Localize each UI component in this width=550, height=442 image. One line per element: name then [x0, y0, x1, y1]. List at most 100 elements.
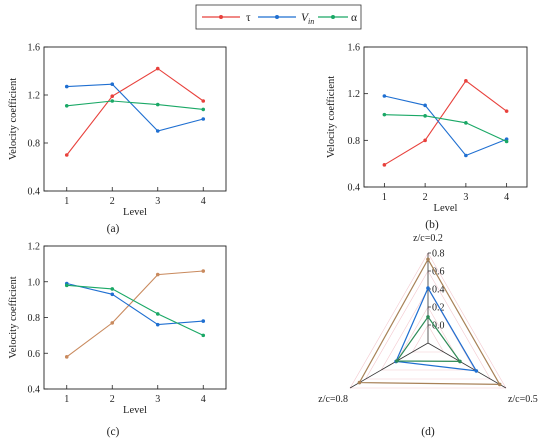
y-tick-label: 1.2 [28, 242, 41, 253]
series-line-α [384, 114, 507, 142]
x-tick-label: 3 [463, 192, 468, 203]
data-point-α [382, 112, 387, 117]
data-point-α [155, 312, 160, 316]
radar-series-τ [358, 258, 501, 386]
series-line-vin [384, 95, 507, 157]
panel-label: (d) [421, 426, 435, 438]
radar-grid-ring [365, 270, 491, 380]
data-point-τ [464, 79, 468, 83]
plot-frame [363, 46, 528, 188]
panel-label: (b) [425, 219, 439, 231]
data-point-τ [110, 321, 115, 325]
radar-spoke [349, 342, 429, 389]
series-line-vin [66, 83, 204, 132]
plot-frame [43, 245, 227, 390]
data-point-vin [201, 319, 206, 323]
legend-vin-main: V [301, 12, 310, 24]
legend: τ Vin α [195, 4, 362, 30]
y-tick-label: 1.2 [28, 91, 41, 102]
radar-spoke [427, 342, 507, 389]
data-point-α [110, 99, 115, 103]
radar-r-tick-label: 0.6 [432, 267, 445, 278]
series-line-α [66, 100, 204, 110]
x-tick-label: 4 [201, 394, 206, 405]
x-tick-label: 1 [64, 196, 69, 207]
panel-c: 0.4 0.6 0.8 1.0 1.2 1 2 3 4 Level Velocity coeffic… [8, 242, 227, 438]
y-tick-label: 1.6 [28, 43, 41, 54]
radar-point-τ [357, 380, 362, 385]
y-tick-label: 0.4 [28, 187, 41, 198]
series-line-τ [384, 80, 507, 166]
x-tick-label: 2 [110, 196, 115, 207]
data-point-α [64, 104, 69, 108]
data-point-τ [110, 94, 115, 98]
legend-tau-label: τ [246, 12, 251, 24]
legend-alpha-marker [331, 15, 335, 19]
radar-axis-label: z/c=0.5 [508, 394, 538, 405]
panel-label: (c) [107, 426, 120, 438]
y-axis-label: Velocity coefficient [8, 78, 19, 160]
data-point-α [110, 287, 115, 291]
data-point-α [201, 107, 206, 112]
legend-vin-sub: in [308, 17, 314, 26]
series-line-τ [66, 67, 204, 156]
data-point-τ [504, 109, 509, 113]
data-point-vin [110, 82, 115, 86]
series-line-τ [66, 270, 204, 358]
radar-point-α [395, 359, 399, 363]
radar-r-tick-label: 0.8 [432, 249, 445, 260]
x-tick-label: 2 [423, 192, 428, 203]
x-axis-label: Level [123, 207, 147, 218]
legend-alpha-label: α [351, 12, 357, 24]
radar-grid-ring [411, 324, 445, 353]
data-point-τ [382, 163, 387, 167]
legend-tau-marker [219, 15, 223, 19]
x-tick-label: 1 [64, 394, 69, 405]
radar-r-tick-label: 0.4 [432, 285, 445, 296]
data-point-τ [201, 269, 206, 273]
radar-point-vin [426, 286, 430, 290]
radar-series-vin [395, 286, 478, 372]
y-tick-label: 0.8 [28, 313, 41, 324]
x-tick-label: 3 [155, 196, 160, 207]
data-point-τ [201, 99, 206, 103]
x-tick-label: 3 [155, 394, 160, 405]
data-point-vin [110, 292, 115, 297]
radar-axis-label: z/c=0.2 [413, 233, 443, 244]
y-tick-label: 1.2 [348, 89, 361, 100]
series-line-α [66, 284, 204, 336]
y-axis-label: Velocity coefficient [326, 76, 337, 158]
radar-series-α [395, 315, 462, 363]
x-tick-label: 4 [504, 192, 509, 203]
panel-d: 0.0 0.2 0.4 0.6 0.8 z/c=0.2 z/c=0.5 z/c=0.8 (d) [318, 233, 537, 438]
y-axis-label: Velocity coefficient [8, 276, 19, 358]
radar-point-α [458, 359, 462, 364]
data-point-τ [155, 272, 160, 277]
radar-point-α [426, 315, 430, 319]
plot-frame [43, 46, 227, 192]
panel-b: 0.4 0.8 1.2 1.6 1 2 3 4 Level Velocity coefficien… [326, 43, 528, 231]
data-point-τ [423, 138, 427, 143]
data-point-α [423, 114, 427, 118]
y-tick-label: 0.4 [348, 183, 361, 194]
y-tick-label: 0.4 [28, 385, 41, 396]
x-axis-label: Level [434, 203, 458, 214]
data-point-α [464, 121, 468, 125]
x-axis-label: Level [123, 405, 147, 416]
radar-axis-label: z/c=0.8 [318, 394, 348, 405]
x-tick-label: 2 [110, 394, 115, 405]
radar-point-τ [426, 257, 430, 262]
radar-grid-ring [349, 252, 507, 389]
data-point-vin [464, 153, 468, 158]
data-point-α [155, 102, 160, 107]
panel-label: (a) [107, 223, 120, 235]
legend-vin-label: Vin [301, 12, 314, 26]
data-point-τ [155, 66, 160, 71]
radar-r-tick-label: 0.2 [432, 303, 445, 314]
y-tick-label: 0.6 [28, 349, 41, 360]
data-point-α [504, 139, 509, 144]
x-tick-label: 4 [201, 196, 206, 207]
y-tick-label: 1.6 [348, 43, 361, 54]
data-point-vin [423, 103, 427, 108]
